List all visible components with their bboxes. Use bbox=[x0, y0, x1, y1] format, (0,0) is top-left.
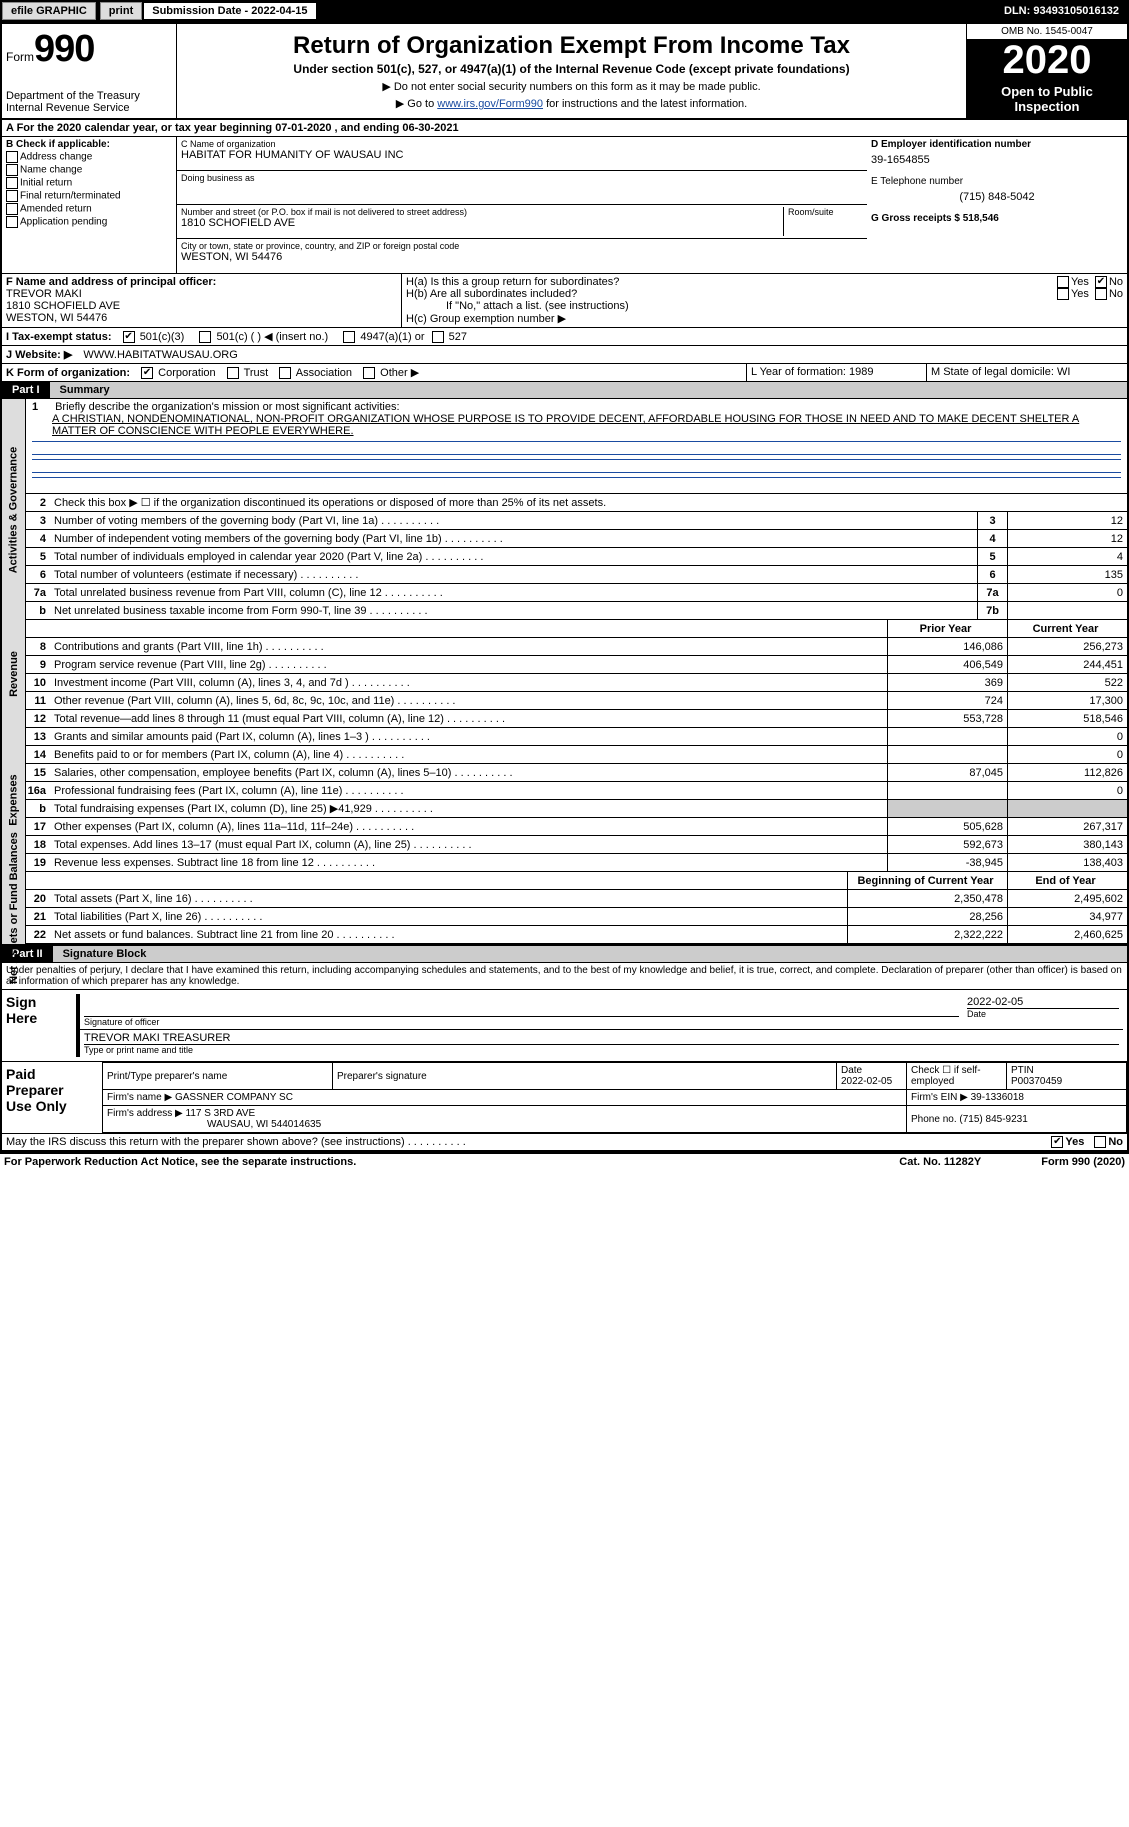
page-footer: For Paperwork Reduction Act Notice, see … bbox=[0, 1152, 1129, 1170]
gross-receipts: G Gross receipts $ 518,546 bbox=[871, 213, 1123, 224]
form-number: Form990 bbox=[6, 28, 172, 71]
net-header: Beginning of Current Year End of Year bbox=[26, 872, 1127, 890]
data-line: 15Salaries, other compensation, employee… bbox=[26, 764, 1127, 782]
phone: (715) 848-5042 bbox=[871, 191, 1123, 203]
discuss-row: May the IRS discuss this return with the… bbox=[0, 1134, 1129, 1152]
chk-501c[interactable] bbox=[199, 331, 211, 343]
instr-2: ▶ Go to www.irs.gov/Form990 for instruct… bbox=[185, 97, 958, 110]
gov-line: 6Total number of volunteers (estimate if… bbox=[26, 566, 1127, 584]
ha-no[interactable] bbox=[1095, 276, 1107, 288]
efile-button[interactable]: efile GRAPHIC bbox=[2, 2, 96, 20]
state-domicile: M State of legal domicile: WI bbox=[927, 364, 1127, 381]
sidebar-governance: Activities & Governance bbox=[2, 399, 26, 620]
website-row: J Website: ▶ WWW.HABITATWAUSAU.ORG bbox=[2, 346, 1127, 363]
top-bar: efile GRAPHIC print Submission Date - 20… bbox=[0, 0, 1129, 22]
hb-yes[interactable] bbox=[1057, 288, 1069, 300]
officer-name: TREVOR MAKI TREASURER bbox=[84, 1032, 1119, 1044]
ha-yes[interactable] bbox=[1057, 276, 1069, 288]
ein: 39-1654855 bbox=[871, 154, 1123, 166]
gov-line: 7aTotal unrelated business revenue from … bbox=[26, 584, 1127, 602]
chk-501c3[interactable] bbox=[123, 331, 135, 343]
website-link[interactable]: WWW.HABITATWAUSAU.ORG bbox=[83, 349, 237, 361]
data-line: 9Program service revenue (Part VIII, lin… bbox=[26, 656, 1127, 674]
gov-line: 3Number of voting members of the governi… bbox=[26, 512, 1127, 530]
data-line: 10Investment income (Part VIII, column (… bbox=[26, 674, 1127, 692]
gov-line: 4Number of independent voting members of… bbox=[26, 530, 1127, 548]
org-name: HABITAT FOR HUMANITY OF WAUSAU INC bbox=[181, 149, 863, 161]
chk-amended-return[interactable]: Amended return bbox=[6, 203, 172, 215]
data-line: 22Net assets or fund balances. Subtract … bbox=[26, 926, 1127, 944]
chk-other[interactable] bbox=[363, 367, 375, 379]
block-f: F Name and address of principal officer:… bbox=[2, 274, 402, 327]
data-line: 8Contributions and grants (Part VIII, li… bbox=[26, 638, 1127, 656]
chk-corp[interactable] bbox=[141, 367, 153, 379]
chk-527[interactable] bbox=[432, 331, 444, 343]
firm-ein: 39-1336018 bbox=[971, 1092, 1024, 1103]
instr-1: ▶ Do not enter social security numbers o… bbox=[185, 80, 958, 93]
discuss-no[interactable] bbox=[1094, 1136, 1106, 1148]
block-d: D Employer identification number 39-1654… bbox=[867, 137, 1127, 273]
data-line: 11Other revenue (Part VIII, column (A), … bbox=[26, 692, 1127, 710]
part2-bar: Part II Signature Block bbox=[0, 946, 1129, 963]
tax-year: 2020 bbox=[967, 40, 1127, 80]
form-header: Form990 Department of the Treasury Inter… bbox=[0, 22, 1129, 120]
data-line: 18Total expenses. Add lines 13–17 (must … bbox=[26, 836, 1127, 854]
form-subtitle: Under section 501(c), 527, or 4947(a)(1)… bbox=[185, 62, 958, 76]
irs-label: Internal Revenue Service bbox=[6, 102, 172, 114]
form-of-org: K Form of organization: Corporation Trus… bbox=[2, 364, 747, 381]
submission-date: Submission Date - 2022-04-15 bbox=[144, 3, 315, 19]
print-button[interactable]: print bbox=[100, 2, 142, 20]
mission-block: 1 Briefly describe the organization's mi… bbox=[26, 399, 1127, 494]
chk-assoc[interactable] bbox=[279, 367, 291, 379]
data-line: 13Grants and similar amounts paid (Part … bbox=[26, 728, 1127, 746]
org-city: WESTON, WI 54476 bbox=[181, 251, 863, 263]
mission-text: A CHRISTIAN, NONDENOMINATIONAL, NON-PROF… bbox=[52, 413, 1121, 437]
chk-4947[interactable] bbox=[343, 331, 355, 343]
gov-line: bNet unrelated business taxable income f… bbox=[26, 602, 1127, 620]
irs-link[interactable]: www.irs.gov/Form990 bbox=[437, 98, 543, 110]
discuss-yes[interactable] bbox=[1051, 1136, 1063, 1148]
chk-trust[interactable] bbox=[227, 367, 239, 379]
firm-phone: (715) 845-9231 bbox=[959, 1114, 1027, 1125]
sign-here-label: SignHere bbox=[2, 990, 62, 1061]
block-h: H(a) Is this a group return for subordin… bbox=[402, 274, 1127, 327]
data-line: 16aProfessional fundraising fees (Part I… bbox=[26, 782, 1127, 800]
chk-initial-return[interactable]: Initial return bbox=[6, 177, 172, 189]
hb-no[interactable] bbox=[1095, 288, 1107, 300]
period-line: A For the 2020 calendar year, or tax yea… bbox=[0, 120, 1129, 137]
part1-bar: Part I Summary bbox=[0, 382, 1129, 399]
open-to-public: Open to Public Inspection bbox=[967, 80, 1127, 118]
data-line: 19Revenue less expenses. Subtract line 1… bbox=[26, 854, 1127, 872]
form-title: Return of Organization Exempt From Incom… bbox=[185, 32, 958, 60]
rev-header: Prior Year Current Year bbox=[26, 620, 1127, 638]
data-line: 12Total revenue—add lines 8 through 11 (… bbox=[26, 710, 1127, 728]
chk-name-change[interactable]: Name change bbox=[6, 164, 172, 176]
data-line: bTotal fundraising expenses (Part IX, co… bbox=[26, 800, 1127, 818]
chk-address-change[interactable]: Address change bbox=[6, 151, 172, 163]
dln: DLN: 93493105016132 bbox=[994, 3, 1129, 19]
data-line: 21Total liabilities (Part X, line 26)28,… bbox=[26, 908, 1127, 926]
sidebar-net-assets: Net Assets or Fund Balances bbox=[2, 872, 26, 944]
block-c: C Name of organization HABITAT FOR HUMAN… bbox=[177, 137, 867, 273]
ptin: P00370459 bbox=[1011, 1076, 1122, 1087]
data-line: 20Total assets (Part X, line 16)2,350,47… bbox=[26, 890, 1127, 908]
declaration: Under penalties of perjury, I declare th… bbox=[0, 963, 1129, 990]
block-b: B Check if applicable: Address change Na… bbox=[2, 137, 177, 273]
sig-date: 2022-02-05 bbox=[967, 996, 1119, 1008]
chk-app-pending[interactable]: Application pending bbox=[6, 216, 172, 228]
line-2: 2 Check this box ▶ ☐ if the organization… bbox=[26, 494, 1127, 512]
org-address: 1810 SCHOFIELD AVE bbox=[181, 217, 783, 229]
data-line: 17Other expenses (Part IX, column (A), l… bbox=[26, 818, 1127, 836]
chk-final-return[interactable]: Final return/terminated bbox=[6, 190, 172, 202]
year-formation: L Year of formation: 1989 bbox=[747, 364, 927, 381]
sig-officer-label: Signature of officer bbox=[84, 1016, 959, 1027]
tax-exempt-row: I Tax-exempt status: 501(c)(3) 501(c) ( … bbox=[2, 328, 1127, 345]
gov-line: 5Total number of individuals employed in… bbox=[26, 548, 1127, 566]
firm-name: GASSNER COMPANY SC bbox=[175, 1092, 293, 1103]
paid-preparer-label: PaidPreparerUse Only bbox=[2, 1062, 102, 1133]
preparer-table: Print/Type preparer's name Preparer's si… bbox=[102, 1062, 1127, 1133]
sidebar-revenue: Revenue bbox=[2, 620, 26, 728]
dept-label: Department of the Treasury bbox=[6, 90, 172, 102]
data-line: 14Benefits paid to or for members (Part … bbox=[26, 746, 1127, 764]
